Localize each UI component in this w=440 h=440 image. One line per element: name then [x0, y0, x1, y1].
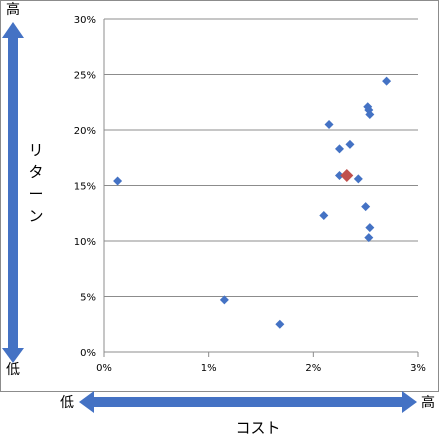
- data-point: [335, 144, 344, 154]
- data-point: [365, 109, 375, 119]
- highlight-point: [340, 169, 354, 183]
- y-tick-label: 25%: [74, 71, 96, 82]
- horizontal-axis-title: コスト: [235, 419, 280, 437]
- y-tick-label: 15%: [74, 182, 96, 193]
- horizontal-arrow-right-label: 高: [421, 394, 435, 411]
- data-point: [324, 119, 334, 129]
- y-tick-label: 20%: [74, 126, 96, 137]
- y-tick-label: 5%: [80, 293, 96, 304]
- y-tick-label: 10%: [74, 237, 96, 248]
- chart-frame: [0, 0, 439, 392]
- vertical-arrow-bottom-label: 低: [6, 362, 20, 378]
- data-point: [353, 174, 363, 184]
- data-point: [361, 202, 371, 212]
- vertical-arrow-shape: [2, 22, 24, 363]
- plot-area: 0% 5% 10% 15% 20% 25% 30% 0% 1% 2% 3%: [74, 15, 426, 374]
- data-point: [319, 210, 329, 220]
- x-tick-label: 3%: [410, 363, 426, 374]
- y-tick-label: 0%: [80, 348, 96, 359]
- y-tick-label: 30%: [74, 15, 96, 26]
- data-point: [364, 233, 374, 243]
- data-point: [219, 295, 229, 305]
- x-tick-label: 0%: [96, 363, 112, 374]
- horizontal-arrow-left-label: 低: [60, 395, 74, 411]
- vertical-arrow-top-label: 高: [6, 1, 20, 18]
- data-point: [382, 76, 392, 86]
- x-tick-label: 2%: [305, 363, 321, 374]
- vertical-arrow: 高 低 リターン: [2, 1, 44, 378]
- vertical-axis-title: リターン: [28, 141, 43, 225]
- data-point: [365, 223, 375, 233]
- horizontal-arrow: 低 高 コスト: [60, 391, 435, 437]
- data-point: [275, 319, 285, 329]
- data-point: [345, 139, 355, 149]
- data-point: [335, 171, 344, 181]
- horizontal-arrow-shape: [79, 391, 417, 413]
- data-point: [113, 176, 123, 186]
- x-tick-label: 1%: [201, 363, 217, 374]
